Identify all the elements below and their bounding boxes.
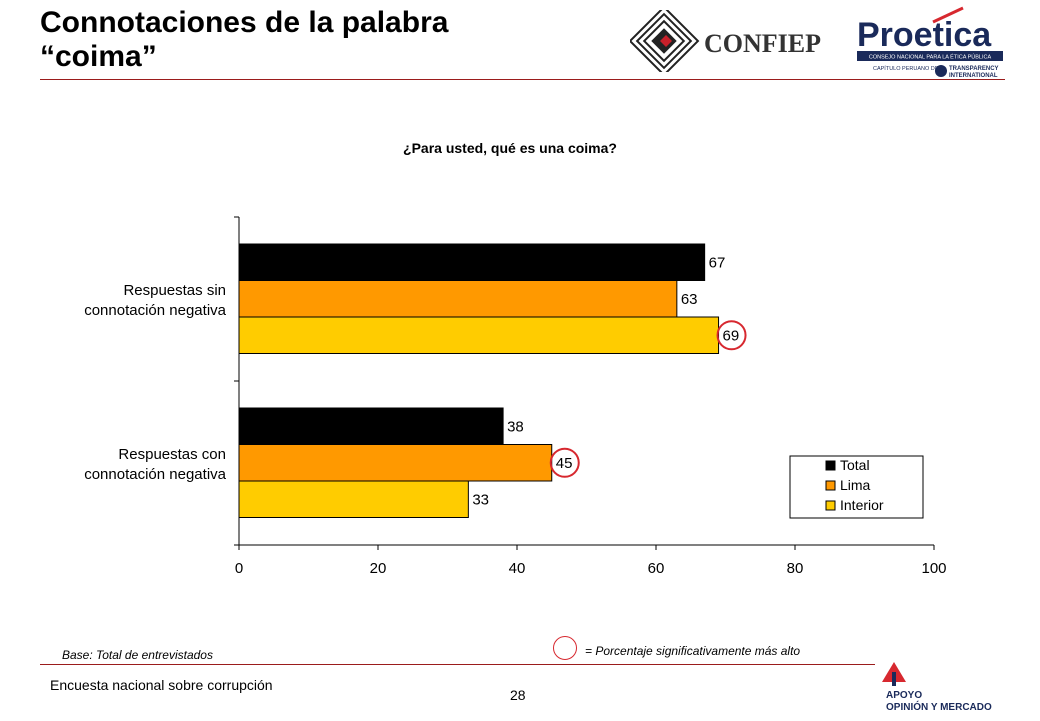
bar-lima-0 bbox=[238, 280, 678, 318]
highlight-circle bbox=[716, 320, 747, 351]
bar-total-1 bbox=[238, 407, 504, 445]
category-label: connotación negativa bbox=[84, 302, 226, 319]
confiep-logo-mark: CONFIEP bbox=[628, 5, 821, 77]
x-tick-label: 100 bbox=[921, 560, 946, 577]
confiep-logo: CONFIEP bbox=[628, 5, 845, 77]
significance-circle-icon bbox=[553, 636, 577, 660]
significance-note: = Porcentaje significativamente más alto bbox=[585, 644, 801, 658]
proetica-chapter: CAPÍTULO PERUANO DE: bbox=[873, 65, 940, 72]
x-tick-label: 40 bbox=[509, 560, 526, 577]
apoyo-label-1: APOYO bbox=[886, 690, 922, 701]
data-label: 67 bbox=[709, 254, 726, 271]
legend-label-lima: Lima bbox=[840, 477, 871, 493]
header-rule bbox=[40, 79, 1005, 80]
bar-interior-0 bbox=[238, 316, 720, 354]
bar-total-0 bbox=[238, 243, 706, 281]
category-label: Respuestas sin bbox=[123, 282, 226, 299]
apoyo-label-2: OPINIÓN Y MERCADO bbox=[886, 700, 992, 713]
bar-interior-1 bbox=[238, 480, 469, 518]
legend-label-interior: Interior bbox=[840, 497, 884, 513]
data-label: 33 bbox=[472, 491, 489, 508]
proetica-label: Proetica bbox=[857, 16, 992, 54]
data-label: 45 bbox=[556, 455, 573, 472]
apoyo-logo: APOYO OPINIÓN Y MERCADO bbox=[880, 660, 1000, 716]
category-label: Respuestas con bbox=[118, 446, 226, 463]
chart-title: ¿Para usted, qué es una coima? bbox=[403, 140, 617, 156]
proetica-logo: Proetica CONSEJO NACIONAL PARA LA ÉTICA … bbox=[855, 6, 1005, 80]
footer-rule bbox=[40, 664, 875, 665]
legend-box bbox=[789, 455, 924, 519]
legend-swatch-interior bbox=[825, 500, 836, 511]
transparency-label-1: TRANSPARENCY bbox=[949, 66, 999, 72]
data-label: 69 bbox=[723, 327, 740, 344]
legend-swatch-total bbox=[825, 460, 836, 471]
legend-swatch-lima bbox=[825, 480, 836, 491]
title-line-2: “coima” bbox=[40, 40, 157, 73]
base-note: Base: Total de entrevistados bbox=[62, 648, 213, 662]
highlight-circle bbox=[549, 447, 580, 478]
title-line-1: Connotaciones de la palabra bbox=[40, 6, 449, 39]
data-label: 63 bbox=[681, 291, 698, 308]
page-title: Connotaciones de la palabra “coima” bbox=[40, 6, 600, 74]
category-label: connotación negativa bbox=[84, 466, 226, 483]
transparency-label-2: INTERNATIONAL bbox=[949, 73, 998, 79]
x-tick-label: 80 bbox=[787, 560, 804, 577]
bar-lima-1 bbox=[238, 444, 553, 482]
confiep-label: CONFIEP bbox=[704, 29, 821, 58]
x-tick-label: 20 bbox=[370, 560, 387, 577]
proetica-logo-mark: Proetica CONSEJO NACIONAL PARA LA ÉTICA … bbox=[857, 6, 1003, 79]
legend-label-total: Total bbox=[840, 457, 870, 473]
apoyo-logo-mark: APOYO OPINIÓN Y MERCADO bbox=[882, 662, 992, 713]
page-number: 28 bbox=[510, 687, 526, 703]
x-tick-label: 60 bbox=[648, 560, 665, 577]
footer-text: Encuesta nacional sobre corrupción bbox=[50, 677, 273, 693]
data-label: 38 bbox=[507, 418, 524, 435]
x-tick-label: 0 bbox=[235, 560, 243, 577]
chart-legend: Total Lima Interior bbox=[789, 455, 924, 519]
proetica-subtitle: CONSEJO NACIONAL PARA LA ÉTICA PÚBLICA bbox=[869, 54, 992, 61]
globe-icon bbox=[935, 65, 947, 77]
